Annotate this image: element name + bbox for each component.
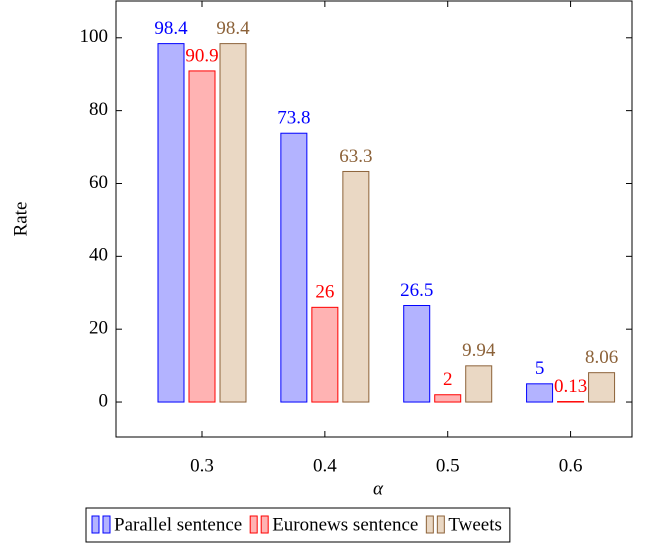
value-label: 26 (315, 282, 334, 303)
bar (188, 70, 216, 403)
legend-label: Euronews sentence (272, 514, 418, 535)
bar (311, 306, 339, 403)
y-tick-label: 100 (80, 26, 109, 47)
x-tick-label: 0.3 (190, 455, 214, 476)
bar (280, 132, 308, 403)
legend: Parallel sentence Euronews sentence Tweets (85, 507, 511, 543)
x-tick-label: 0.4 (313, 455, 337, 476)
x-axis-label: α (373, 478, 384, 499)
value-label: 5 (535, 358, 545, 379)
legend-label: Parallel sentence (114, 514, 242, 535)
bar (465, 365, 493, 403)
y-tick-label: 80 (89, 99, 108, 120)
legend-swatch (102, 515, 111, 534)
bar (526, 383, 554, 403)
legend-label: Tweets (448, 514, 502, 535)
y-tick-label: 60 (89, 172, 108, 193)
y-tick-label: 0 (99, 390, 109, 411)
legend-swatch (249, 515, 258, 534)
bar (588, 372, 616, 403)
value-label: 9.94 (462, 340, 496, 361)
y-axis-label: Rate (10, 202, 31, 237)
bar (157, 43, 185, 403)
value-label: 0.13 (554, 376, 587, 397)
value-label: 26.5 (400, 280, 433, 301)
legend-swatch (425, 515, 434, 534)
legend-swatch (260, 515, 269, 534)
y-tick-label: 20 (89, 318, 108, 339)
legend-swatch (436, 515, 445, 534)
bar (342, 170, 370, 403)
y-tick-label: 40 (89, 245, 108, 266)
x-tick-label: 0.5 (436, 455, 460, 476)
value-label: 98.4 (216, 18, 250, 39)
bar (403, 305, 431, 403)
value-label: 63.3 (339, 146, 372, 167)
x-tick-label: 0.6 (559, 455, 583, 476)
value-label: 98.4 (154, 18, 188, 39)
bar (219, 43, 247, 403)
value-label: 2 (443, 369, 453, 390)
value-label: 8.06 (585, 347, 618, 368)
legend-swatch (91, 515, 100, 534)
bar (434, 394, 462, 403)
value-label: 90.9 (185, 45, 218, 66)
value-label: 73.8 (277, 108, 310, 129)
plot-frame (115, 0, 633, 438)
